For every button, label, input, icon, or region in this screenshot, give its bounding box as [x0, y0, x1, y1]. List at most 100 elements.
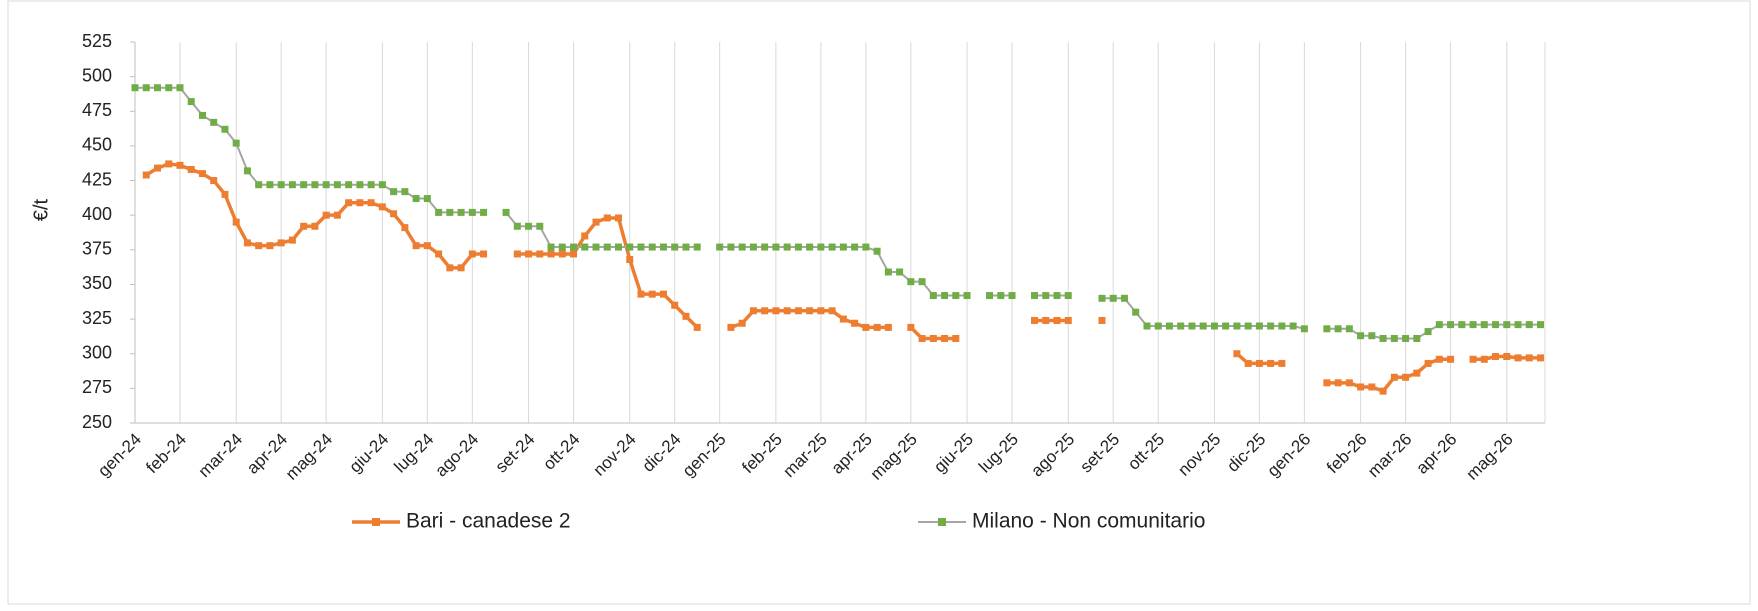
data-point	[1413, 369, 1421, 377]
data-point	[311, 181, 319, 189]
data-point	[1199, 322, 1207, 330]
data-point	[1053, 316, 1061, 324]
x-tick-label: ago-24	[431, 430, 482, 481]
data-point	[1177, 322, 1185, 330]
data-point	[288, 181, 296, 189]
data-point	[839, 243, 847, 251]
data-point	[1042, 292, 1050, 300]
data-point	[525, 250, 533, 258]
data-point	[1031, 316, 1039, 324]
x-tick-label: gen-24	[94, 430, 145, 481]
data-point	[1165, 322, 1173, 330]
data-point	[502, 208, 510, 216]
data-point	[333, 211, 341, 219]
data-point	[446, 264, 454, 272]
data-point	[446, 208, 454, 216]
data-point	[198, 111, 206, 119]
data-point	[390, 188, 398, 196]
data-point	[873, 323, 881, 331]
data-point	[1390, 334, 1398, 342]
data-point	[570, 243, 578, 251]
data-point	[581, 232, 589, 240]
data-point	[1132, 308, 1140, 316]
data-point	[412, 195, 420, 203]
data-point	[1424, 359, 1432, 367]
series-line	[135, 86, 1541, 340]
data-point	[243, 239, 251, 247]
y-tick-label: 475	[82, 100, 112, 120]
data-point	[1435, 355, 1443, 363]
data-point	[896, 268, 904, 276]
data-point	[614, 243, 622, 251]
data-point	[873, 247, 881, 255]
data-point	[614, 214, 622, 222]
data-point	[457, 208, 465, 216]
x-tick-label: feb-25	[738, 430, 786, 478]
data-point	[637, 290, 645, 298]
data-point	[1267, 322, 1275, 330]
data-point	[131, 84, 139, 92]
x-tick-label: nov-25	[1174, 430, 1224, 480]
x-tick-label: mag-26	[1463, 430, 1517, 484]
data-point	[1357, 383, 1365, 391]
legend-marker	[372, 518, 380, 526]
data-point	[682, 312, 690, 320]
data-point	[626, 256, 634, 264]
data-point	[570, 250, 578, 258]
data-point	[1390, 373, 1398, 381]
data-point	[513, 222, 521, 230]
data-point	[1233, 322, 1241, 330]
data-point	[738, 243, 746, 251]
data-point	[153, 164, 161, 172]
x-tick-label: ago-25	[1027, 430, 1078, 481]
y-tick-label: 375	[82, 239, 112, 259]
data-point	[693, 323, 701, 331]
data-point	[1323, 325, 1331, 333]
data-point	[277, 181, 285, 189]
data-point	[187, 165, 195, 173]
data-point	[693, 243, 701, 251]
data-point	[457, 264, 465, 272]
x-tick-label: gen-25	[679, 430, 730, 481]
x-tick-label: mar-26	[1364, 430, 1416, 482]
data-point	[1300, 325, 1308, 333]
data-point	[581, 243, 589, 251]
data-point	[1109, 294, 1117, 302]
data-point	[603, 243, 611, 251]
data-point	[210, 118, 218, 126]
data-point	[243, 167, 251, 175]
data-point	[1210, 322, 1218, 330]
y-tick-label: 425	[82, 169, 112, 189]
data-point	[1469, 355, 1477, 363]
y-tick-label: 250	[82, 412, 112, 432]
data-point	[1255, 322, 1263, 330]
data-point	[288, 236, 296, 244]
data-point	[547, 250, 555, 258]
data-point	[232, 218, 240, 226]
data-point	[851, 319, 859, 327]
y-tick-label: 400	[82, 204, 112, 224]
data-point	[1345, 325, 1353, 333]
data-point	[1525, 321, 1533, 329]
legend-label: Milano - Non comunitario	[972, 510, 1205, 533]
data-point	[1031, 292, 1039, 300]
data-point	[1424, 328, 1432, 336]
data-point	[423, 242, 431, 250]
data-point	[1289, 322, 1297, 330]
data-point	[322, 211, 330, 219]
data-point	[367, 199, 375, 207]
data-point	[232, 139, 240, 147]
data-point	[671, 301, 679, 309]
data-point	[1255, 359, 1263, 367]
data-point	[176, 161, 184, 169]
data-point	[884, 268, 892, 276]
data-point	[1064, 316, 1072, 324]
x-tick-label: nov-24	[590, 430, 640, 480]
data-point	[963, 292, 971, 300]
x-tick-label: mag-24	[282, 430, 336, 484]
data-point	[1537, 321, 1545, 329]
data-point	[176, 84, 184, 92]
data-point	[637, 243, 645, 251]
data-point	[839, 315, 847, 323]
